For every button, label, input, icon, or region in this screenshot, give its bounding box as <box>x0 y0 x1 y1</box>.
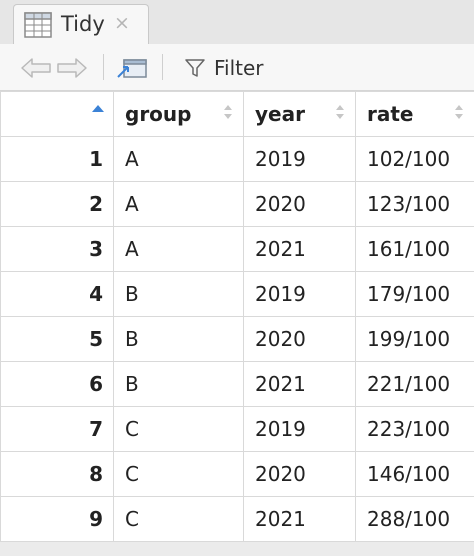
cell-year: 2019 <box>243 406 356 452</box>
filter-label: Filter <box>214 56 264 80</box>
row-number: 6 <box>0 361 114 407</box>
cell-group: C <box>113 496 244 542</box>
table-row: 1 A 2019 102/100 <box>0 136 474 182</box>
column-header-label: rate <box>367 102 414 126</box>
table-row: 9 C 2021 288/100 <box>0 496 474 542</box>
row-number: 2 <box>0 181 114 227</box>
cell-group: A <box>113 136 244 182</box>
close-icon[interactable]: × <box>114 12 130 34</box>
cell-rate: 102/100 <box>355 136 474 182</box>
toolbar-separator <box>103 54 104 80</box>
cell-year: 2019 <box>243 136 356 182</box>
row-number: 8 <box>0 451 114 497</box>
row-number-header[interactable] <box>0 91 114 137</box>
back-arrow-icon[interactable] <box>20 57 52 79</box>
sort-arrows-icon <box>336 105 344 119</box>
table-row: 4 B 2019 179/100 <box>0 271 474 317</box>
row-number: 3 <box>0 226 114 272</box>
table-row: 5 B 2020 199/100 <box>0 316 474 362</box>
cell-rate: 123/100 <box>355 181 474 227</box>
table-grid-icon <box>24 12 52 38</box>
data-table: group year rate 1 A 2019 <box>0 91 474 542</box>
cell-year: 2021 <box>243 361 356 407</box>
header-row: group year rate <box>0 91 474 137</box>
cell-group: C <box>113 406 244 452</box>
bottom-edge <box>0 551 474 556</box>
cell-rate: 288/100 <box>355 496 474 542</box>
table-row: 7 C 2019 223/100 <box>0 406 474 452</box>
toolbar-separator <box>162 54 163 80</box>
cell-year: 2021 <box>243 496 356 542</box>
cell-group: B <box>113 316 244 362</box>
row-number: 1 <box>0 136 114 182</box>
filter-button[interactable]: Filter <box>184 54 264 82</box>
cell-rate: 221/100 <box>355 361 474 407</box>
column-header-year[interactable]: year <box>243 91 356 137</box>
table-row: 6 B 2021 221/100 <box>0 361 474 407</box>
cell-group: A <box>113 226 244 272</box>
column-header-label: year <box>255 102 305 126</box>
cell-year: 2021 <box>243 226 356 272</box>
cell-year: 2020 <box>243 451 356 497</box>
sort-arrows-icon <box>224 105 232 119</box>
funnel-icon <box>185 59 205 77</box>
cell-year: 2020 <box>243 316 356 362</box>
table-row: 8 C 2020 146/100 <box>0 451 474 497</box>
table-row: 3 A 2021 161/100 <box>0 226 474 272</box>
sort-arrows-icon <box>455 105 463 119</box>
cell-rate: 199/100 <box>355 316 474 362</box>
cell-year: 2019 <box>243 271 356 317</box>
cell-group: A <box>113 181 244 227</box>
cell-rate: 146/100 <box>355 451 474 497</box>
sort-ascending-icon <box>92 105 104 112</box>
cell-year: 2020 <box>243 181 356 227</box>
cell-group: B <box>113 271 244 317</box>
row-number: 5 <box>0 316 114 362</box>
table-row: 2 A 2020 123/100 <box>0 181 474 227</box>
row-number: 4 <box>0 271 114 317</box>
column-header-label: group <box>125 102 192 126</box>
forward-arrow-icon[interactable] <box>56 57 88 79</box>
column-header-group[interactable]: group <box>113 91 244 137</box>
row-number: 7 <box>0 406 114 452</box>
tab-bar: Tidy × <box>0 0 474 45</box>
popout-window-icon[interactable] <box>116 55 148 81</box>
cell-group: C <box>113 451 244 497</box>
column-header-rate[interactable]: rate <box>355 91 474 137</box>
tab-tidy[interactable]: Tidy × <box>13 4 149 45</box>
tab-title: Tidy <box>61 12 105 36</box>
cell-rate: 179/100 <box>355 271 474 317</box>
cell-rate: 161/100 <box>355 226 474 272</box>
toolbar: Filter <box>0 44 474 91</box>
row-number: 9 <box>0 496 114 542</box>
cell-group: B <box>113 361 244 407</box>
cell-rate: 223/100 <box>355 406 474 452</box>
